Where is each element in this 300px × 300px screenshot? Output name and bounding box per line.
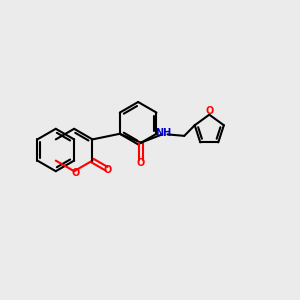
Text: O: O bbox=[137, 158, 145, 168]
Text: O: O bbox=[205, 106, 213, 116]
Text: O: O bbox=[71, 168, 80, 178]
Text: O: O bbox=[104, 165, 112, 175]
Text: NH: NH bbox=[155, 128, 172, 138]
